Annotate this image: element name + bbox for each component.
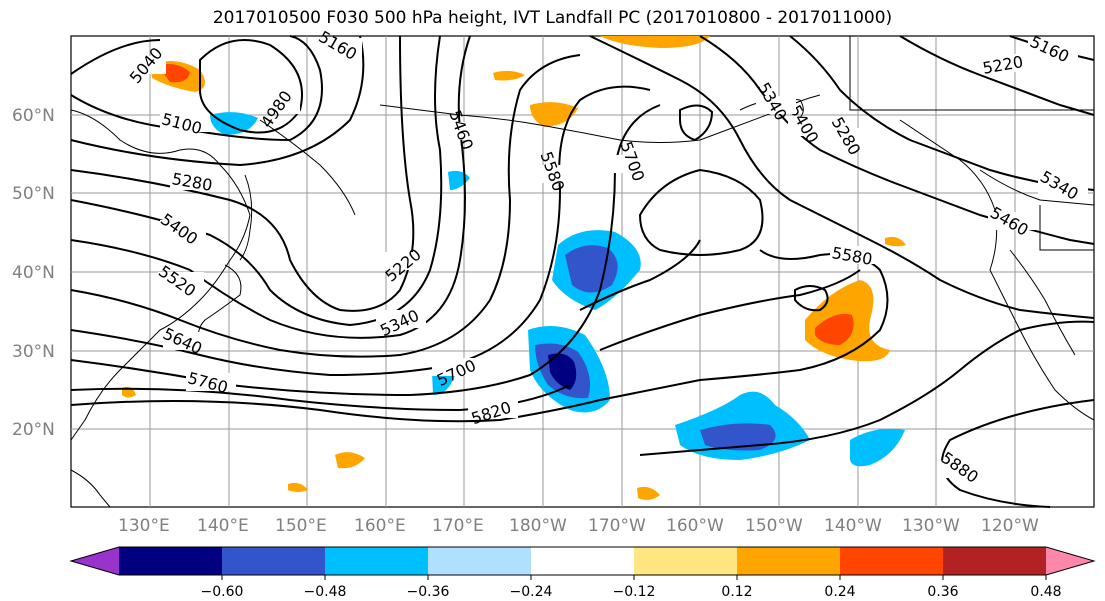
height-contours — [70, 35, 1095, 508]
colorbar-outline — [69, 546, 1096, 576]
colorbar-bin — [428, 547, 532, 575]
colorbar: −0.60 −0.48 −0.36 −0.24 −0.12 0.12 0.24 0.36 0.4… — [69, 546, 1096, 600]
colorbar-tick-label: 0.12 — [721, 584, 752, 600]
positive-anomaly-small-1 — [493, 70, 525, 81]
lat-label: 20°N — [12, 420, 55, 440]
colorbar-bin — [325, 547, 429, 575]
colorbar-tick-label: 0.24 — [824, 584, 855, 600]
lon-label: 140°W — [824, 516, 882, 536]
negative-anomaly-south-core — [700, 423, 776, 451]
lon-label: 160°W — [666, 516, 724, 536]
colorbar-bin — [737, 547, 841, 575]
lat-label: 50°N — [12, 184, 55, 204]
positive-anomaly-north — [530, 102, 578, 127]
colorbar-extend-high — [1046, 547, 1094, 575]
colorbar-tick-label: 0.48 — [1030, 584, 1061, 600]
colorbar-tick-label: −0.48 — [304, 584, 347, 600]
lat-label: 30°N — [12, 342, 55, 362]
colorbar-extend-low — [71, 547, 119, 575]
colorbar-bin — [634, 547, 738, 575]
negative-anomaly-kamchatka — [210, 112, 258, 135]
lon-label: 140°E — [197, 516, 249, 536]
latitude-labels: 60°N 50°N 40°N 30°N 20°N — [12, 106, 55, 440]
colorbar-tick-label: −0.24 — [510, 584, 553, 600]
colorbar-tick-label: −0.60 — [201, 584, 244, 600]
positive-anomaly-top — [600, 36, 710, 48]
positive-anomaly-small-6 — [885, 236, 906, 247]
lon-label: 160°E — [354, 516, 406, 536]
lat-label: 40°N — [12, 263, 55, 283]
lon-label: 150°W — [745, 516, 803, 536]
longitude-labels: 130°E 140°E 150°E 160°E 170°E 180°W 170°… — [118, 516, 1039, 536]
lon-label: 120°W — [981, 516, 1039, 536]
negative-anomaly-central-deep — [548, 353, 577, 390]
lat-label: 60°N — [12, 106, 55, 126]
lon-label: 170°W — [588, 516, 646, 536]
lon-label: 180°W — [509, 516, 567, 536]
positive-anomaly-east-core — [815, 313, 854, 345]
positive-anomaly-small-4 — [288, 482, 308, 492]
colorbar-bin — [222, 547, 326, 575]
colorbar-bin — [119, 547, 223, 575]
map-title: 2017010500 F030 500 hPa height, IVT Land… — [212, 8, 893, 28]
lon-label: 130°W — [902, 516, 960, 536]
positive-anomaly-small-3 — [637, 486, 660, 500]
colorbar-tick-label: −0.12 — [613, 584, 656, 600]
colorbar-bin — [840, 547, 944, 575]
lon-label: 130°E — [118, 516, 170, 536]
colorbar-bin — [531, 547, 635, 575]
colorbar-tick-label: 0.36 — [927, 584, 958, 600]
positive-anomaly-small-2 — [335, 452, 365, 469]
colorbar-tick-label: −0.36 — [407, 584, 450, 600]
lon-label: 170°E — [432, 516, 484, 536]
lon-label: 150°E — [275, 516, 327, 536]
negative-anomaly-east — [849, 428, 905, 467]
colorbar-bin — [943, 547, 1047, 575]
negative-anomaly-core — [565, 245, 618, 293]
